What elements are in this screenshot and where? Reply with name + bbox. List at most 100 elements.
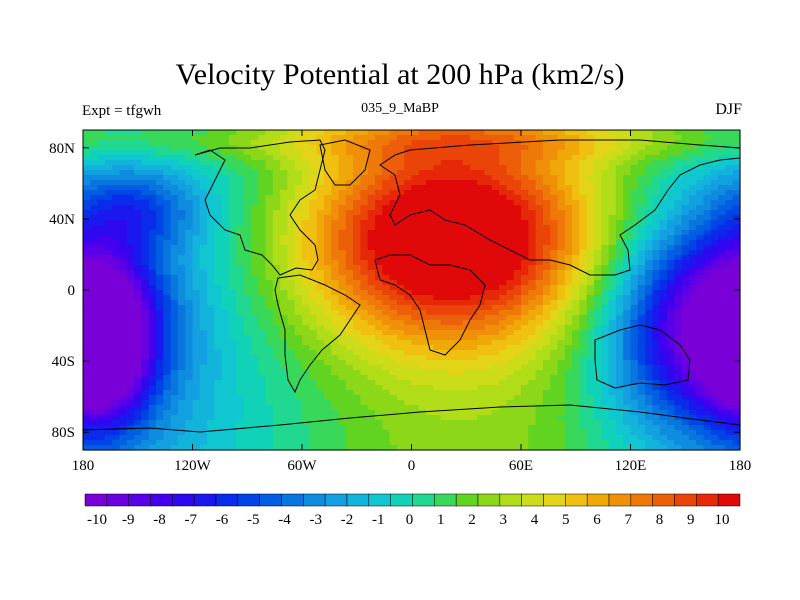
field-cell [455,145,464,151]
field-cell [623,315,632,321]
field-cell [141,350,150,356]
field-cell [112,200,121,206]
field-cell [258,240,267,246]
field-cell [367,190,376,196]
field-cell [469,175,478,181]
field-cell [90,360,99,366]
field-cell [265,220,274,226]
field-cell [535,130,544,136]
field-cell [229,155,237,161]
field-cell [440,145,449,151]
field-cell [418,130,427,136]
field-cell [199,210,208,216]
field-cell [404,300,413,306]
field-cell [389,240,398,246]
field-cell [462,310,471,316]
field-cell [732,130,741,136]
field-cell [608,220,617,226]
field-cell [389,280,398,286]
field-cell [185,230,194,236]
field-cell [119,380,128,386]
field-cell [550,135,559,141]
field-cell [542,340,551,346]
field-cell [550,375,559,381]
field-cell [557,240,566,246]
field-cell [637,135,646,141]
field-cell [156,195,164,201]
field-cell [207,365,215,371]
field-cell [528,350,537,356]
field-cell [170,130,179,136]
field-cell [469,300,478,306]
field-cell [732,215,741,221]
field-cell [185,130,194,136]
field-cell [659,375,668,381]
field-cell [550,330,559,336]
field-cell [681,360,690,366]
field-cell [484,180,493,186]
field-cell [389,175,398,181]
field-cell [375,155,383,161]
field-cell [710,135,719,141]
field-cell [528,360,537,366]
field-cell [732,200,741,206]
field-cell [134,305,142,311]
field-cell [148,165,157,171]
field-cell [411,270,420,276]
field-cell [243,400,252,406]
field-cell [90,315,99,321]
field-cell [272,300,281,306]
field-cell [645,335,653,341]
field-cell [323,300,332,306]
field-cell [177,330,186,336]
field-cell [630,165,639,171]
field-cell [586,260,595,266]
field-cell [718,145,726,151]
field-cell [141,135,150,141]
field-cell [623,335,632,341]
field-cell [112,225,121,231]
field-cell [462,230,471,236]
field-cell [97,235,106,241]
field-cell [418,280,427,286]
field-cell [134,225,142,231]
field-cell [156,165,164,171]
field-cell [462,235,471,241]
field-cell [163,315,172,321]
field-cell [681,295,690,301]
field-cell [367,240,376,246]
field-cell [601,135,610,141]
field-cell [469,275,478,281]
field-cell [630,245,639,251]
field-cell [185,400,194,406]
field-cell [353,150,361,156]
field-cell [462,160,471,166]
field-cell [323,150,332,156]
field-cell [345,300,354,306]
field-cell [652,400,661,406]
field-cell [207,180,215,186]
field-cell [207,245,215,251]
field-cell [586,135,595,141]
field-cell [294,330,303,336]
field-cell [448,190,456,196]
field-cell [667,360,675,366]
field-cell [469,310,478,316]
field-cell [455,395,464,401]
field-cell [396,190,405,196]
field-cell [331,360,340,366]
field-cell [688,245,697,251]
field-cell [652,150,661,156]
field-cell [90,180,99,186]
field-cell [207,230,215,236]
field-cell [681,130,690,136]
field-cell [185,255,194,261]
field-cell [258,285,267,291]
field-cell [97,315,106,321]
field-cell [718,250,726,256]
field-cell [375,380,383,386]
field-cell [280,375,288,381]
field-cell [221,230,230,236]
field-cell [637,175,646,181]
field-cell [601,365,610,371]
